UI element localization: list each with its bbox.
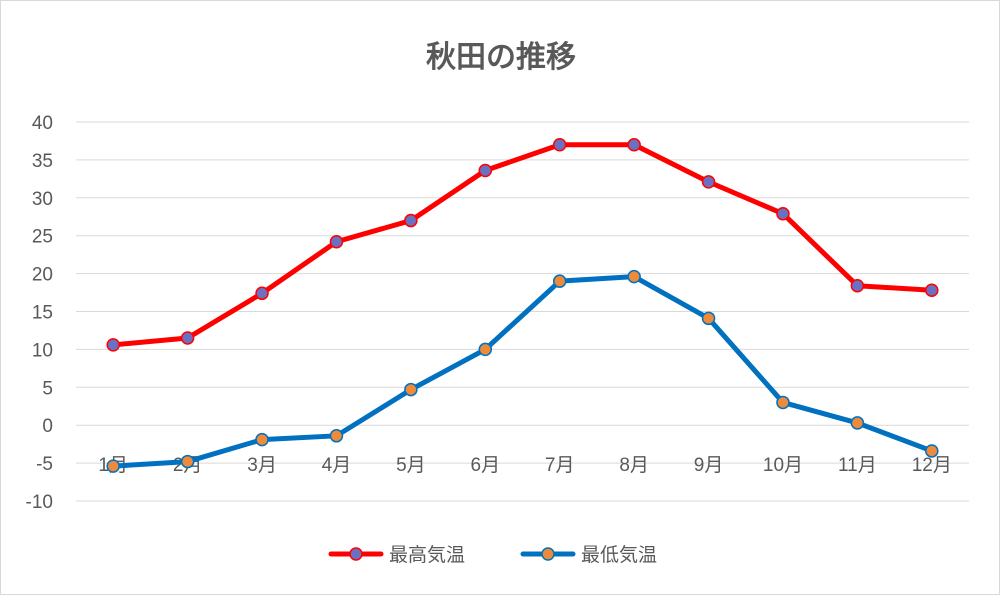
y-tick-label: -10 bbox=[26, 492, 53, 513]
data-point bbox=[850, 416, 865, 430]
series-layer bbox=[106, 137, 939, 473]
data-point bbox=[329, 429, 344, 443]
data-point bbox=[180, 454, 195, 469]
x-axis-ticks: 1月2月3月4月5月6月7月8月9月10月11月12月 bbox=[98, 455, 951, 476]
gridlines bbox=[76, 121, 969, 502]
data-point bbox=[106, 338, 120, 352]
data-point bbox=[106, 459, 120, 473]
x-tick-label: 5月 bbox=[396, 455, 426, 476]
data-point bbox=[701, 311, 716, 326]
data-point bbox=[776, 206, 790, 221]
legend: 最高気温 最低気温 bbox=[328, 544, 657, 566]
y-tick-label: 15 bbox=[32, 303, 53, 324]
data-point bbox=[255, 286, 269, 301]
data-point bbox=[776, 395, 790, 410]
data-point bbox=[627, 137, 641, 152]
series-line bbox=[110, 274, 935, 469]
series-1 bbox=[106, 137, 939, 352]
data-point bbox=[329, 235, 344, 249]
series-line bbox=[110, 142, 935, 348]
data-point bbox=[552, 274, 567, 288]
x-tick-label: 7月 bbox=[545, 455, 575, 476]
y-tick-label: 30 bbox=[32, 189, 53, 210]
y-tick-label: 20 bbox=[32, 265, 53, 286]
series-2 bbox=[106, 269, 939, 473]
y-tick-label: 5 bbox=[42, 378, 53, 399]
data-point bbox=[925, 444, 939, 458]
y-axis-ticks: 40 35 30 25 20 15 10 5 0 -5 -10 bbox=[26, 113, 53, 513]
legend-label: 最高気温 bbox=[389, 544, 465, 566]
y-tick-label: 0 bbox=[42, 416, 53, 437]
y-tick-label: 35 bbox=[32, 151, 53, 172]
data-point bbox=[850, 278, 865, 293]
x-tick-label: 10月 bbox=[763, 455, 803, 476]
data-point bbox=[552, 137, 567, 152]
data-point bbox=[701, 175, 716, 189]
y-tick-label: 25 bbox=[32, 227, 53, 248]
legend-label: 最低気温 bbox=[581, 544, 657, 566]
x-tick-label: 9月 bbox=[694, 455, 724, 476]
data-point bbox=[404, 213, 418, 228]
y-tick-label: 40 bbox=[32, 113, 53, 134]
data-point bbox=[478, 342, 493, 357]
x-tick-label: 12月 bbox=[912, 455, 952, 476]
data-point bbox=[925, 283, 939, 298]
x-tick-label: 4月 bbox=[322, 455, 352, 476]
data-point bbox=[478, 163, 493, 178]
data-point bbox=[255, 432, 269, 447]
y-tick-label: 10 bbox=[32, 340, 53, 361]
x-tick-label: 3月 bbox=[247, 455, 277, 476]
x-tick-label: 6月 bbox=[471, 455, 501, 476]
legend-item: 最低気温 bbox=[520, 544, 657, 566]
x-tick-label: 8月 bbox=[619, 455, 649, 476]
chart-title: 秋田の推移 bbox=[426, 40, 576, 75]
x-tick-label: 11月 bbox=[838, 455, 877, 476]
legend-marker bbox=[349, 547, 363, 561]
data-point bbox=[627, 269, 641, 284]
legend-item: 最高気温 bbox=[328, 544, 465, 566]
legend-marker bbox=[541, 547, 555, 561]
data-point bbox=[180, 331, 195, 345]
y-tick-label: -5 bbox=[36, 454, 53, 475]
data-point bbox=[404, 382, 418, 397]
